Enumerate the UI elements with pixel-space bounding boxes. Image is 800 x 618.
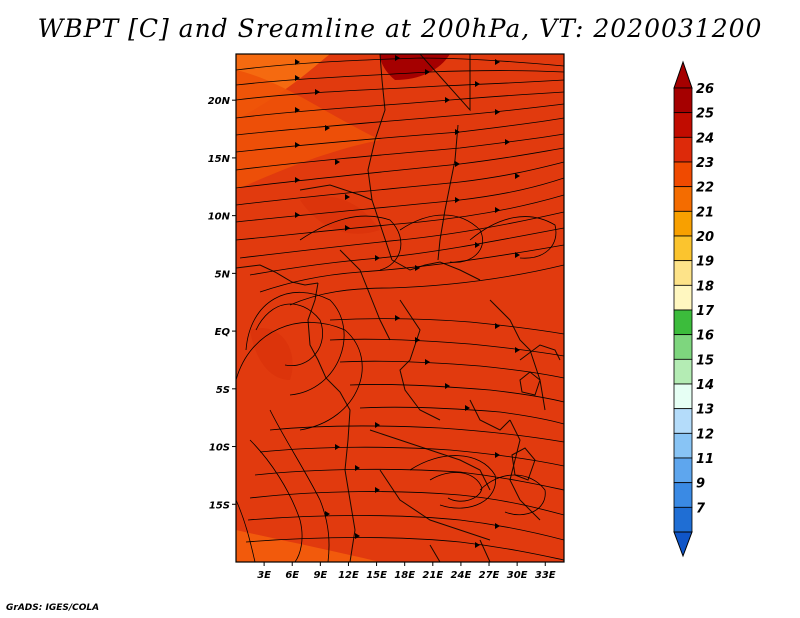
lon-tick-label: 30E [507,570,528,581]
colorbar-swatch [673,482,693,508]
colorbar-swatch [673,136,693,163]
lat-tick-label: 15N [208,154,231,165]
shading-patch-b [250,328,293,380]
lon-tick-label: 3E [257,570,271,581]
colorbar-label: 21 [696,205,714,220]
lon-tick-label: 18E [394,570,415,581]
lon-tick-label: 33E [535,570,556,581]
lon-tick-label: 15E [366,570,387,581]
colorbar-swatch [673,506,693,533]
cool-shading-southwest [236,530,380,562]
latitude-axis: 20N 15N 10N 5N EQ 5S 10S 15S [208,96,236,511]
colorbar-swatch [673,260,693,286]
streamline-arrows [295,55,520,548]
chart-title: WBPT [C] and Sreamline at 200hPa, VT: 20… [37,14,763,43]
lon-tick-label: 27E [479,570,500,581]
lon-tick-label: 21E [422,570,443,581]
colorbar-label: 15 [696,353,714,368]
colorbar-label: 16 [696,329,714,344]
colorbar-swatch [673,383,693,410]
longitude-axis: 3E 6E 9E 12E 15E 18E 21E 24E 27E 30E 33E [257,562,556,581]
colorbar-label: 17 [696,304,715,319]
colorbar-swatch [673,358,693,385]
lon-tick-label: 9E [313,570,327,581]
map-panel [236,54,564,562]
colorbar-swatch [673,161,693,188]
shading-sahel [236,70,380,190]
colorbar-label: 20 [696,230,714,245]
lat-tick-label: 10N [208,212,231,223]
colorbar-swatch [673,284,693,311]
colorbar-label: 11 [696,452,714,467]
colorbar-label: 19 [696,255,714,270]
colorbar-swatch [673,432,693,459]
colorbar-label: 18 [696,279,714,294]
lat-tick-label: 20N [208,96,231,107]
colorbar-swatch [673,210,693,237]
colorbar-label: 13 [696,403,714,418]
lon-tick-label: 6E [285,570,299,581]
map-frame [235,53,565,563]
shading-patch-a [300,196,380,234]
country-borders [236,54,561,562]
lat-tick-label: 10S [209,443,230,454]
colorbar-swatch [673,334,693,360]
colorbar-label: 26 [696,82,714,97]
colorbar-swatch [673,87,693,114]
lon-tick-label: 24E [451,570,472,581]
lat-tick-label: 15S [209,500,230,511]
colorbar-bottom-arrow [673,531,693,558]
colorbar-swatch [673,309,693,336]
colorbar-swatch [673,408,693,434]
grads-credit: GrADS: IGES/COLA [6,603,100,613]
colorbar-label: 7 [696,501,706,516]
colorbar-top-arrow [673,60,693,89]
streamlines [236,57,564,562]
colorbar-label: 25 [696,107,714,122]
colorbar-label: 24 [696,131,714,146]
colorbar-swatch [673,186,693,212]
lat-tick-label: 5S [216,385,230,396]
colorbar-label: 14 [696,378,714,393]
colorbar-label: 22 [696,181,714,196]
lat-tick-label: EQ [215,327,231,338]
colorbar-label: 12 [696,427,714,442]
lat-tick-label: 5N [215,269,231,280]
lon-tick-label: 12E [338,570,359,581]
colorbar: 26 25 24 23 22 21 20 19 18 17 16 15 14 13 12 11 9 7 [673,60,715,558]
colorbar-label: 23 [696,156,714,171]
colorbar-swatch [673,235,693,262]
colorbar-swatch [673,112,693,138]
colorbar-label: 9 [696,477,705,492]
colorbar-swatch [673,457,693,484]
